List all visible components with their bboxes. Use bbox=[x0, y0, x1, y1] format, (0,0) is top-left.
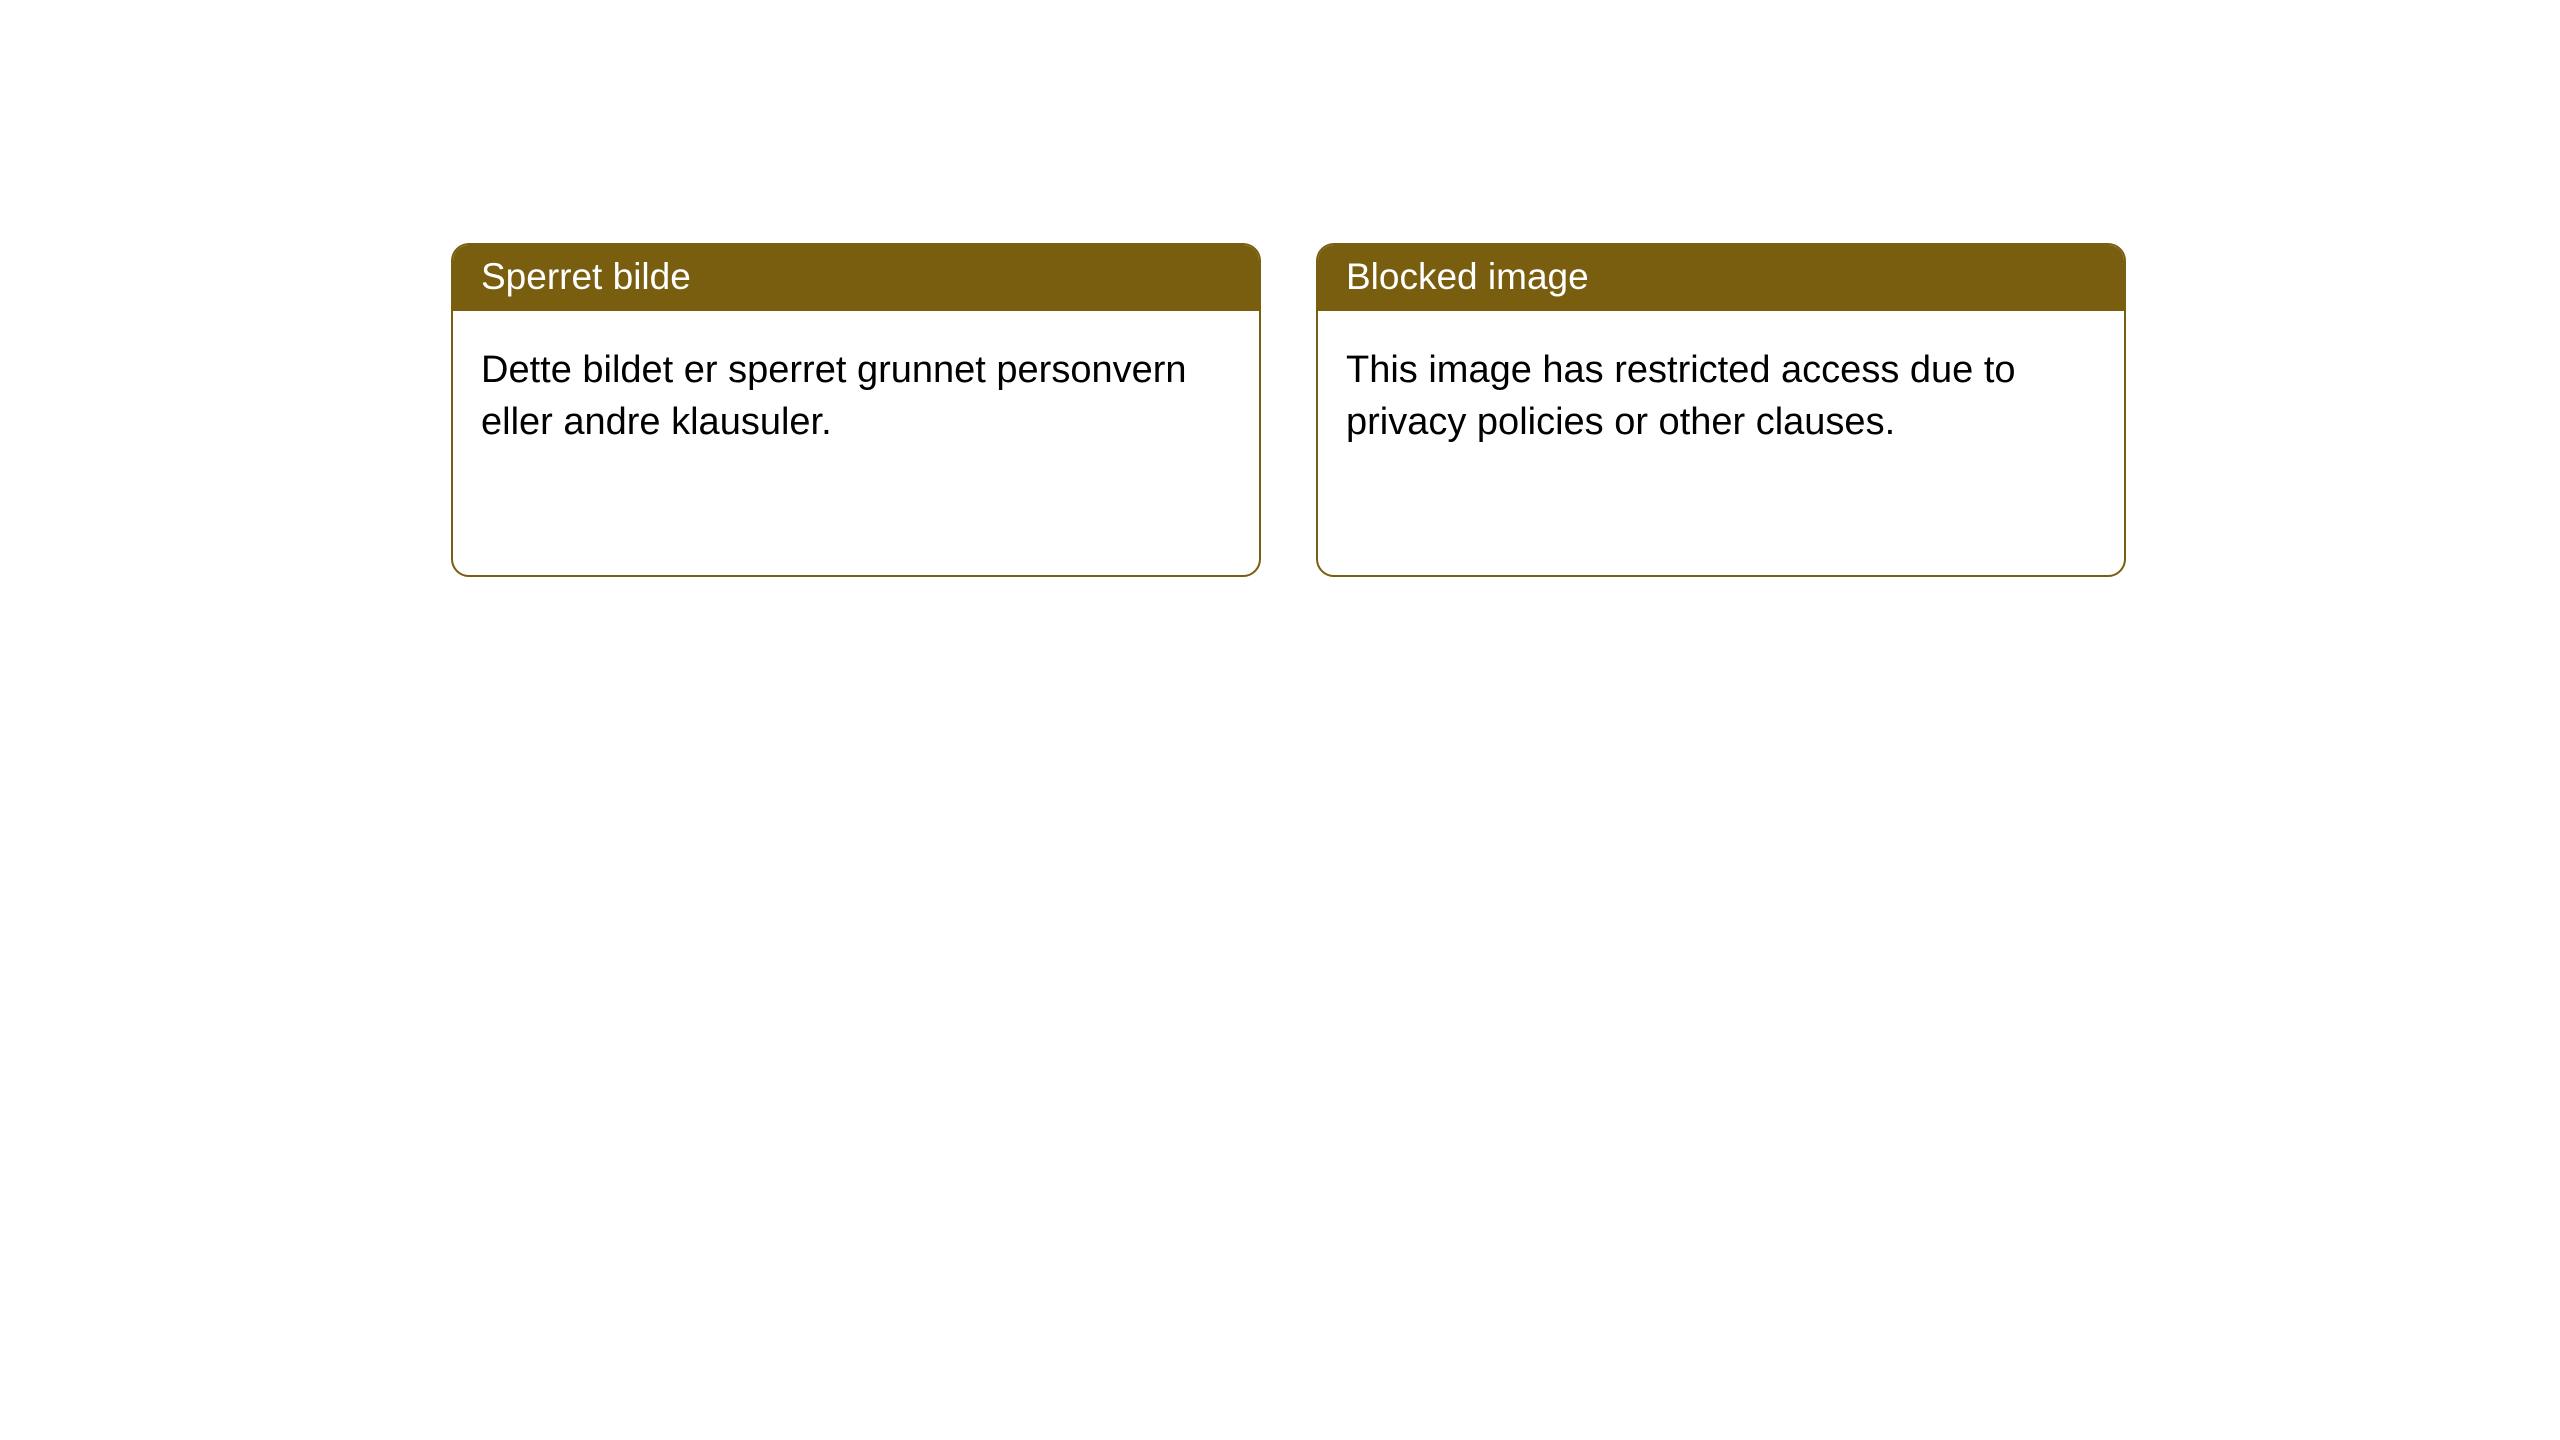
notice-card-norwegian: Sperret bilde Dette bildet er sperret gr… bbox=[451, 243, 1261, 577]
notice-header: Sperret bilde bbox=[453, 245, 1259, 311]
notice-card-english: Blocked image This image has restricted … bbox=[1316, 243, 2126, 577]
notice-header: Blocked image bbox=[1318, 245, 2124, 311]
notice-body: This image has restricted access due to … bbox=[1318, 311, 2124, 482]
notice-body: Dette bildet er sperret grunnet personve… bbox=[453, 311, 1259, 482]
notice-container: Sperret bilde Dette bildet er sperret gr… bbox=[0, 0, 2560, 577]
